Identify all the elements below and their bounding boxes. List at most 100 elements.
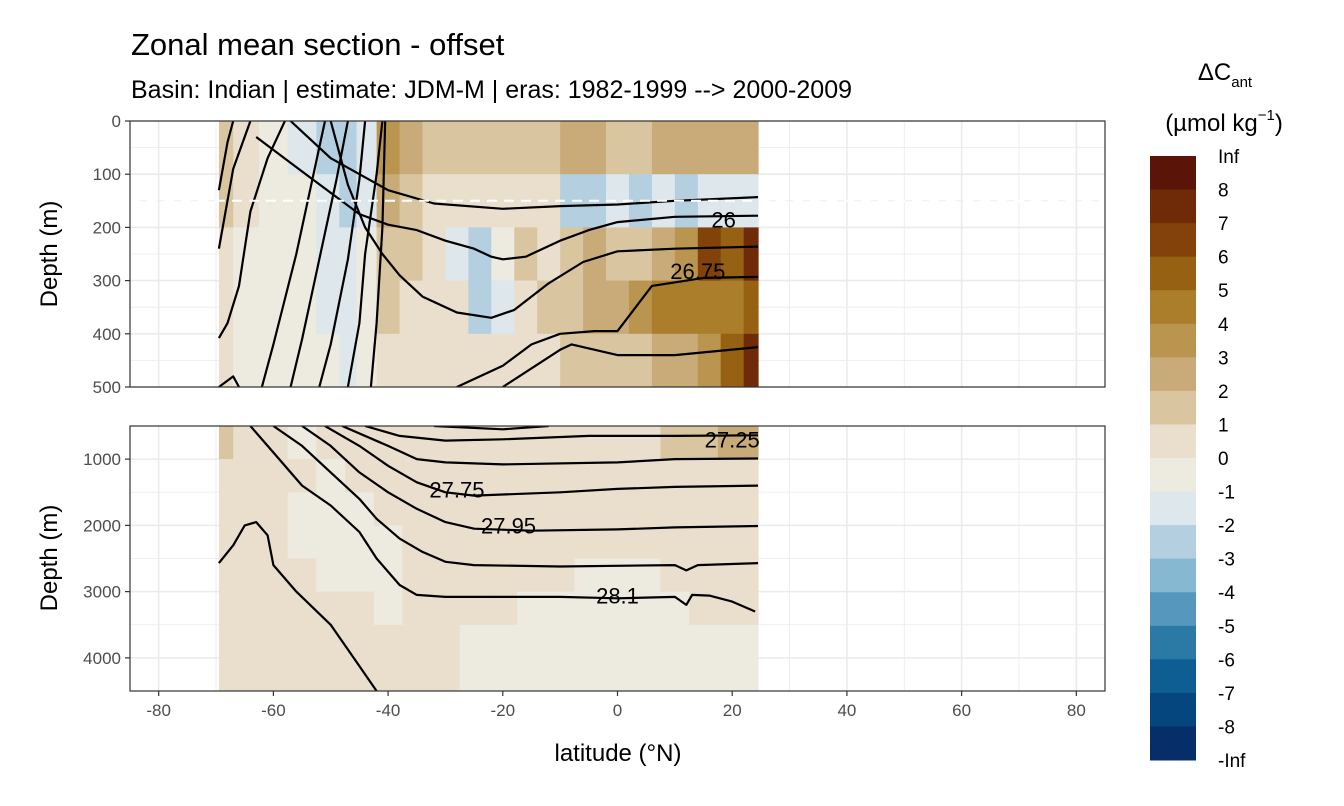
fill-cell [431,624,461,659]
fill-cell [468,121,492,175]
fill-cell [402,558,432,593]
fill-cell [689,657,719,691]
fill-cell [631,525,662,560]
y-axis-label-lower: Depth (m) [36,505,63,612]
x-tick-label: 0 [613,701,622,720]
fill-cell [537,174,561,228]
fill-cell [218,333,234,387]
fill-cell [603,624,633,659]
legend-units: (µmol kg−1) [1165,107,1283,137]
fill-cell [720,121,745,175]
fill-cell [339,174,358,228]
fill-cell [651,333,676,387]
fill-cell [376,333,401,387]
fill-cell [431,426,461,460]
fill-cell [373,624,404,659]
isopycnal-contour [341,426,759,466]
fill-cell [218,492,234,526]
fill-cell [259,657,289,691]
fill-cell [402,657,432,691]
lower-contour-labels: 27.25 27.75 27.95 28.1 [429,427,759,608]
fill-cell [445,280,469,335]
fill-cell [345,558,375,593]
x-tick-label: 60 [952,701,971,720]
legend-tick-label: 8 [1218,181,1229,202]
fill-cell [345,591,375,626]
fill-cell [606,121,630,175]
fill-cell [720,333,745,387]
fill-cell [606,333,630,387]
legend-swatch [1150,424,1196,459]
fill-cell [445,121,469,175]
fill-cell [517,426,547,460]
x-axis: -80 -60 -40 -20 0 20 40 60 80 [146,691,1086,720]
fill-cell [537,280,561,335]
fill-cell [376,280,401,335]
fill-cell [674,280,699,335]
isopycnal-contour [260,121,327,387]
fill-cell [488,426,518,460]
fill-cell [660,558,690,593]
fill-cell [743,121,759,175]
upper-contour-layer [217,121,759,387]
fill-cell [606,174,630,228]
isopycnal-contour [255,136,759,261]
fill-cell [287,459,317,493]
fill-cell [514,280,538,335]
fill-cell [743,492,759,526]
fill-cell [233,459,260,493]
fill-cell [316,525,346,560]
fill-cell [218,624,234,659]
contour-label: 28.1 [596,584,639,609]
fill-cell [606,227,630,282]
fill-cell [574,657,604,691]
fill-cell [459,657,490,691]
fill-cell [316,558,346,593]
fill-cell [660,492,690,526]
lower-fill-layer [218,426,759,691]
fill-cell [674,121,699,175]
isopycnal-contour [249,426,756,613]
fill-cell [218,591,234,626]
fill-cell [287,121,317,175]
fill-cell [717,426,745,460]
fill-cell [373,525,404,560]
fill-cell [399,121,424,175]
fill-cell [651,121,676,175]
legend-swatch [1150,592,1196,627]
fill-cell [218,558,234,593]
fill-cell [491,333,515,387]
fill-cell [603,657,633,691]
isopycnal-contour [217,121,252,249]
fill-cell [545,426,576,460]
legend-tick-label: -2 [1218,516,1235,537]
fill-cell [560,174,584,228]
fill-cell [583,121,607,175]
fill-cell [674,333,699,387]
fill-cell [631,657,662,691]
fill-cell [259,624,289,659]
y-tick-label: 1000 [83,450,121,469]
legend-swatch [1150,558,1196,593]
y-tick-label: 0 [112,112,121,131]
fill-cell [720,280,745,335]
fill-cell [717,492,745,526]
legend-tick-label: -4 [1218,583,1235,604]
isopycnal-contour [502,343,759,387]
legend-tick-label: -1 [1218,483,1235,504]
fill-cell [697,121,722,175]
fill-cell [603,525,633,560]
fill-cell [560,280,584,335]
fill-cell [545,624,576,659]
fill-cell [583,333,607,387]
fill-cell [422,121,447,175]
y-tick-label: 500 [93,378,121,397]
fill-cell [514,121,538,175]
fill-cell [399,227,424,282]
fill-cell [287,492,317,526]
fill-cell [660,624,690,659]
fill-cell [660,657,690,691]
y-tick-label: 4000 [83,649,121,668]
fill-cell [583,227,607,282]
fill-cell [218,657,234,691]
